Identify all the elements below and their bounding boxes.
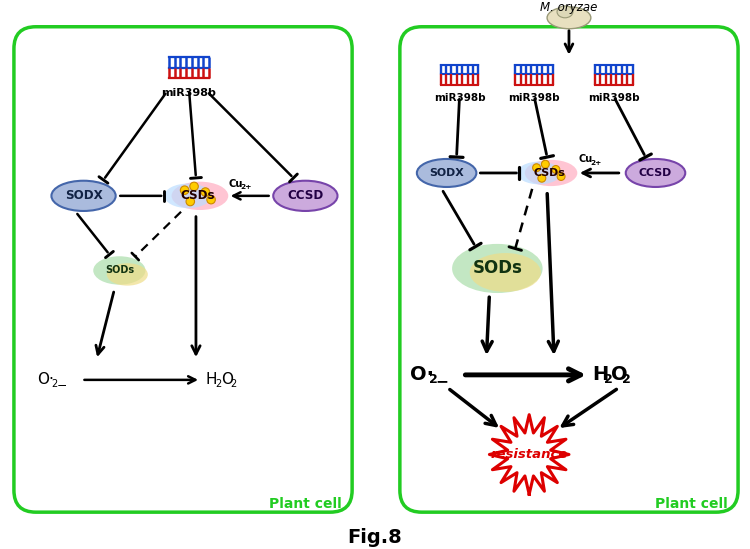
Text: miR398b: miR398b bbox=[588, 93, 640, 103]
Text: miR398b: miR398b bbox=[509, 93, 560, 103]
Text: Cu: Cu bbox=[229, 179, 243, 189]
Text: 2: 2 bbox=[215, 379, 221, 389]
Ellipse shape bbox=[186, 197, 194, 206]
Ellipse shape bbox=[626, 159, 686, 187]
Ellipse shape bbox=[207, 195, 215, 204]
Text: 2: 2 bbox=[604, 373, 613, 386]
Text: H: H bbox=[206, 372, 218, 388]
Text: 2: 2 bbox=[622, 373, 632, 386]
Text: O·: O· bbox=[37, 372, 54, 388]
Text: −: − bbox=[57, 379, 68, 392]
Ellipse shape bbox=[180, 186, 189, 194]
Text: O: O bbox=[610, 366, 627, 384]
Ellipse shape bbox=[452, 244, 542, 293]
Ellipse shape bbox=[557, 6, 573, 18]
Ellipse shape bbox=[164, 183, 211, 208]
Ellipse shape bbox=[172, 182, 228, 210]
Ellipse shape bbox=[273, 181, 338, 211]
Ellipse shape bbox=[52, 181, 116, 211]
Ellipse shape bbox=[542, 160, 549, 168]
Text: miR398b: miR398b bbox=[433, 93, 485, 103]
Text: Cu: Cu bbox=[579, 154, 593, 164]
Text: H: H bbox=[592, 366, 608, 384]
Text: CCSD: CCSD bbox=[287, 189, 323, 203]
Ellipse shape bbox=[190, 182, 198, 191]
Text: SODX: SODX bbox=[64, 189, 103, 203]
Text: O·: O· bbox=[410, 366, 434, 384]
Ellipse shape bbox=[470, 253, 541, 292]
Text: 2: 2 bbox=[230, 379, 236, 389]
Text: SODs: SODs bbox=[472, 260, 522, 277]
Ellipse shape bbox=[552, 166, 560, 173]
Text: 2+: 2+ bbox=[590, 160, 602, 166]
Text: CSDs: CSDs bbox=[181, 189, 215, 203]
Text: SODs: SODs bbox=[105, 266, 134, 276]
Text: CSDs: CSDs bbox=[533, 168, 565, 178]
Text: M. oryzae: M. oryzae bbox=[540, 1, 598, 14]
Ellipse shape bbox=[518, 161, 561, 184]
Ellipse shape bbox=[417, 159, 476, 187]
Text: resistance: resistance bbox=[490, 448, 568, 461]
Text: O: O bbox=[220, 372, 232, 388]
Ellipse shape bbox=[201, 188, 210, 197]
Ellipse shape bbox=[547, 7, 591, 29]
Text: 2+: 2+ bbox=[241, 184, 252, 191]
FancyBboxPatch shape bbox=[400, 27, 738, 512]
Text: −: − bbox=[436, 374, 448, 389]
Ellipse shape bbox=[93, 256, 146, 284]
Ellipse shape bbox=[525, 160, 578, 186]
Text: SODX: SODX bbox=[429, 168, 464, 178]
Text: miR398b: miR398b bbox=[161, 88, 217, 98]
Text: CCSD: CCSD bbox=[639, 168, 672, 178]
Text: 2: 2 bbox=[52, 379, 58, 389]
Ellipse shape bbox=[557, 172, 565, 181]
Ellipse shape bbox=[538, 174, 546, 182]
Text: Plant cell: Plant cell bbox=[269, 497, 342, 511]
FancyBboxPatch shape bbox=[14, 27, 352, 512]
Ellipse shape bbox=[106, 263, 148, 285]
Text: Plant cell: Plant cell bbox=[656, 497, 728, 511]
Text: Fig.8: Fig.8 bbox=[348, 528, 403, 546]
Polygon shape bbox=[490, 414, 569, 494]
Text: 2: 2 bbox=[428, 373, 437, 386]
Ellipse shape bbox=[532, 164, 541, 172]
